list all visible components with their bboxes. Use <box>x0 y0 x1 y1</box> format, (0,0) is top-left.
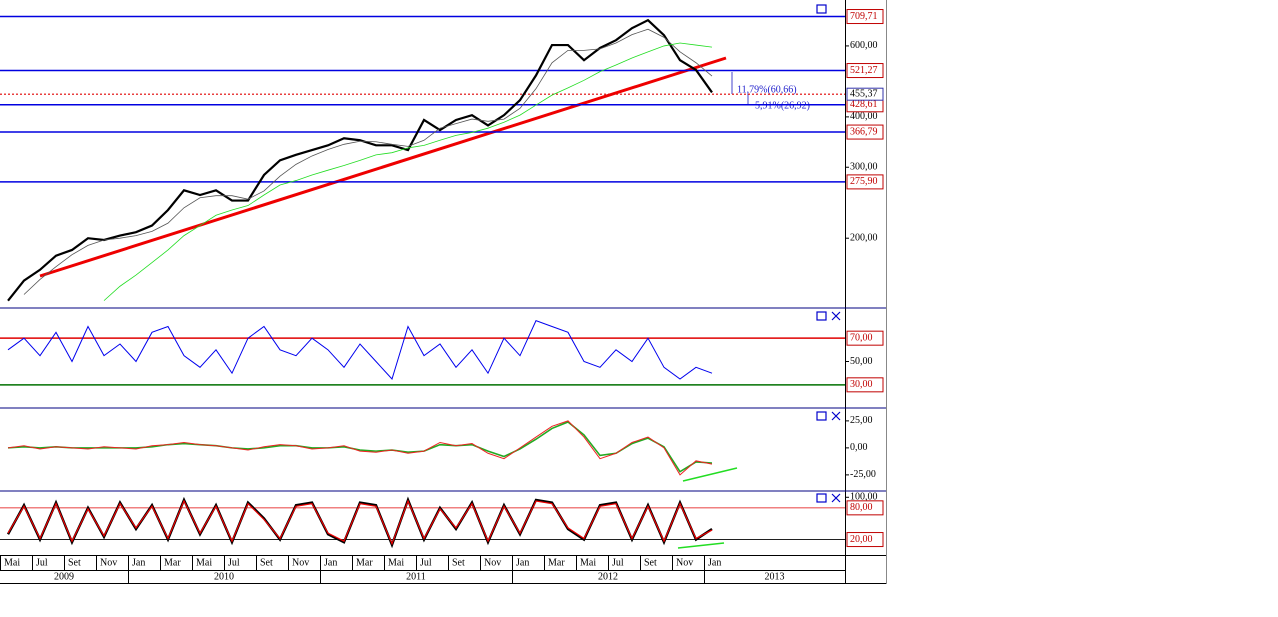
x-tick-label: Mar <box>356 557 373 568</box>
y-tick-label: 400,00 <box>850 111 878 122</box>
x-tick-label: Set <box>68 557 81 568</box>
series-line <box>7 420 713 476</box>
y-tick-label: 100,00 <box>850 492 878 503</box>
level-label: 709,71 <box>850 11 878 22</box>
year-label: 2009 <box>54 571 74 582</box>
trend-line <box>677 542 725 549</box>
level-label: 20,00 <box>850 534 873 545</box>
level-label-box <box>846 500 884 516</box>
x-tick-label: Mai <box>388 557 404 568</box>
level-label: 521,27 <box>850 65 878 76</box>
x-tick-label: Nov <box>484 557 501 568</box>
y-tick-label: 50,00 <box>850 356 873 367</box>
level-label: 428,61 <box>850 99 878 110</box>
x-tick-label: Jul <box>612 557 624 568</box>
series-line <box>23 28 713 295</box>
level-label-box <box>846 124 884 140</box>
x-tick-label: Nov <box>676 557 693 568</box>
level-label: 30,00 <box>850 379 873 390</box>
trend-line <box>39 56 727 278</box>
level-label-box <box>846 63 884 79</box>
series-line <box>103 42 713 301</box>
x-tick-label: Mai <box>196 557 212 568</box>
current-label: 455,37 <box>850 88 878 99</box>
level-label: 80,00 <box>850 502 873 513</box>
close-icon[interactable] <box>831 411 841 421</box>
annotation: 11,79%(60,66) <box>737 84 797 95</box>
close-icon[interactable] <box>831 311 841 321</box>
x-tick-label: Nov <box>100 557 117 568</box>
level-label-box <box>846 532 884 548</box>
current-label-box <box>846 87 884 101</box>
x-tick-label: Mar <box>548 557 565 568</box>
series-line <box>7 320 713 380</box>
x-tick-label: Jul <box>228 557 240 568</box>
x-tick-label: Jan <box>132 557 145 568</box>
x-tick-label: Jan <box>324 557 337 568</box>
x-tick-label: Set <box>260 557 273 568</box>
series-line <box>7 18 713 302</box>
year-label: 2010 <box>214 571 234 582</box>
x-tick-label: Mai <box>4 557 20 568</box>
annotation: 5,91%(26,92) <box>755 100 810 111</box>
y-tick-label: 600,00 <box>850 40 878 51</box>
chart-area <box>0 0 886 584</box>
y-tick-label: 0,00 <box>850 442 868 453</box>
maximize-icon[interactable] <box>816 411 827 421</box>
level-label-box <box>846 9 884 25</box>
x-tick-label: Jul <box>36 557 48 568</box>
x-tick-label: Jan <box>708 557 721 568</box>
x-tick-label: Mai <box>580 557 596 568</box>
y-tick-label: -25,00 <box>850 469 876 480</box>
year-label: 2013 <box>765 571 785 582</box>
pane-icons[interactable] <box>816 4 841 503</box>
year-label: 2011 <box>406 571 426 582</box>
series-line <box>7 499 713 546</box>
close-icon[interactable] <box>831 493 841 503</box>
x-tick-label: Set <box>452 557 465 568</box>
level-label: 275,90 <box>850 176 878 187</box>
y-tick-label: 25,00 <box>850 415 873 426</box>
year-label: 2012 <box>598 571 618 582</box>
trend-line <box>682 467 738 482</box>
x-tick-label: Jan <box>516 557 529 568</box>
level-label: 366,79 <box>850 126 878 137</box>
y-tick-label: 200,00 <box>850 233 878 244</box>
level-label-box <box>846 174 884 190</box>
x-tick-label: Set <box>644 557 657 568</box>
x-tick-label: Mar <box>164 557 181 568</box>
maximize-icon[interactable] <box>816 493 827 503</box>
x-tick-label: Nov <box>292 557 309 568</box>
level-label-box <box>846 377 884 393</box>
maximize-icon[interactable] <box>816 311 827 321</box>
x-tick-label: Jul <box>420 557 432 568</box>
maximize-icon[interactable] <box>816 4 827 14</box>
level-label-box <box>846 330 884 346</box>
y-tick-label: 300,00 <box>850 162 878 173</box>
level-label: 70,00 <box>850 332 873 343</box>
